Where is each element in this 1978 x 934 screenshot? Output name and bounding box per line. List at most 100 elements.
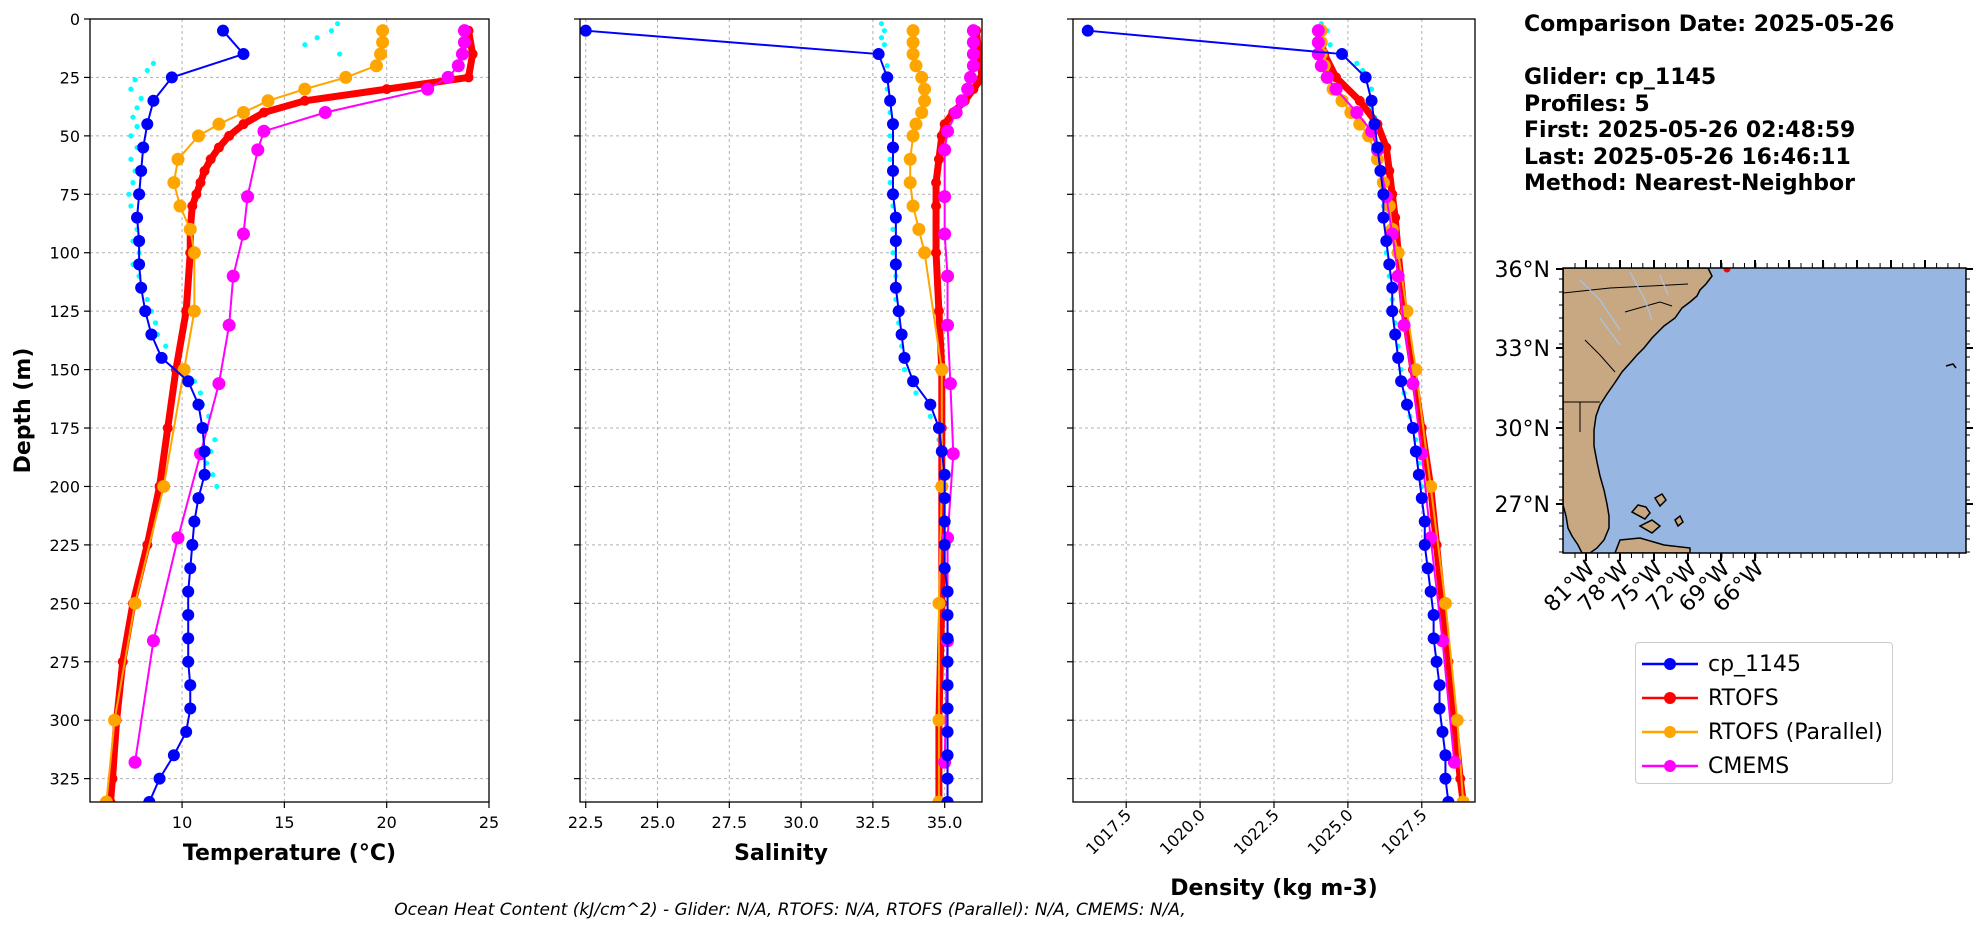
- data-point-cp-1145: [1439, 749, 1452, 762]
- data-point-rtofs: [213, 142, 224, 153]
- data-point-cp-1145: [1415, 492, 1428, 505]
- data-point-rtofs-parallel: [909, 59, 923, 73]
- data-point-rtofs-parallel: [1438, 596, 1452, 610]
- comparison-date: Comparison Date: 2025-05-26: [1524, 12, 1895, 37]
- data-point-cp-1145: [141, 118, 154, 131]
- data-point-cp-1145: [217, 24, 229, 37]
- x-tick-label: 35.0: [927, 813, 963, 832]
- data-point-cp-1145: [184, 679, 197, 692]
- data-point-cp-1145: [182, 585, 195, 598]
- lat-label: 27°N: [1495, 493, 1550, 518]
- data-point-cp-1145: [938, 515, 951, 528]
- glider-position-marker: [1723, 268, 1731, 273]
- series-line-cp-1145: [585, 29, 949, 802]
- data-point-rtofs-parallel: [157, 479, 171, 493]
- data-point-cp-1145-raw: [890, 226, 896, 232]
- first-profile-time: First: 2025-05-26 02:48:59: [1524, 118, 1856, 143]
- data-point-cp-1145-raw: [334, 21, 341, 27]
- data-point-cp-1145: [147, 94, 160, 107]
- data-point-rtofs: [931, 200, 942, 211]
- x-tick-label: 20: [377, 813, 397, 832]
- data-point-rtofs-parallel: [187, 304, 201, 318]
- data-point-cp-1145-raw: [214, 483, 220, 490]
- data-point-cp-1145: [135, 281, 148, 294]
- data-point-cmems: [966, 59, 980, 73]
- data-point-cp-1145-raw: [126, 191, 132, 197]
- data-point-rtofs: [381, 84, 392, 95]
- data-point-cp-1145: [1401, 398, 1414, 411]
- data-point-cp-1145: [941, 749, 954, 762]
- data-point-cmems: [1311, 35, 1325, 49]
- data-point-cp-1145: [167, 749, 180, 762]
- series-rtofs: [1313, 25, 1469, 802]
- data-point-cp-1145: [938, 468, 951, 481]
- data-point-cmems: [251, 143, 265, 157]
- data-point-rtofs: [162, 423, 173, 434]
- data-point-cp-1145: [941, 632, 954, 645]
- data-point-rtofs-parallel: [932, 713, 946, 727]
- data-point-rtofs-parallel: [128, 596, 142, 610]
- data-point-cmems: [421, 82, 435, 96]
- panel-salinity: 22.5 25.0 27.5 30.0 32.5 35.0 Salinity: [568, 18, 983, 866]
- data-point-rtofs: [187, 200, 198, 211]
- legend-label-rtofs-parallel: RTOFS (Parallel): [1708, 719, 1883, 745]
- data-point-rtofs-parallel: [935, 479, 949, 493]
- data-point-rtofs-parallel: [99, 795, 113, 802]
- data-point-cp-1145: [133, 235, 146, 248]
- y-tick-label: 50: [60, 127, 80, 146]
- data-point-cp-1145: [1430, 655, 1443, 668]
- data-point-cp-1145-raw: [328, 28, 335, 34]
- x-tick-label: 25.0: [640, 813, 676, 832]
- map-rivers: [1579, 271, 1669, 346]
- map-land: [1563, 268, 1713, 553]
- data-point-cp-1145: [1365, 94, 1378, 107]
- data-point-cmems: [1329, 82, 1343, 96]
- data-point-cp-1145: [133, 258, 146, 271]
- data-point-cp-1145: [924, 398, 937, 411]
- data-point-rtofs-parallel: [177, 363, 191, 377]
- data-point-rtofs: [191, 189, 202, 200]
- data-point-cp-1145: [198, 468, 211, 481]
- data-point-cmems: [941, 269, 955, 283]
- data-point-cmems: [941, 318, 955, 332]
- data-point-cp-1145-raw: [130, 180, 136, 186]
- plot-area: [99, 21, 478, 802]
- data-point-cmems: [949, 105, 963, 119]
- glider-name: Glider: cp_1145: [1524, 65, 1717, 90]
- data-point-cp-1145: [1386, 305, 1399, 318]
- data-point-rtofs-parallel: [906, 24, 920, 38]
- data-point-cp-1145: [1409, 445, 1422, 458]
- data-point-cp-1145: [886, 141, 899, 154]
- profile-count: Profiles: 5: [1524, 91, 1650, 117]
- data-point-rtofs: [467, 49, 478, 60]
- data-point-cp-1145: [886, 164, 899, 177]
- data-point-cp-1145-raw: [197, 390, 204, 396]
- y-tick-label: 100: [49, 244, 80, 263]
- data-point-cp-1145: [1386, 281, 1399, 294]
- series-cp-1145: [1081, 24, 1455, 802]
- data-point-cp-1145: [182, 655, 195, 668]
- data-point-rtofs: [931, 247, 942, 258]
- data-point-rtofs-parallel: [212, 117, 226, 131]
- data-point-rtofs: [1384, 165, 1395, 176]
- data-point-cp-1145-raw: [152, 320, 159, 326]
- data-point-cp-1145: [1374, 164, 1387, 177]
- axes-frame: [579, 18, 983, 803]
- series-rtofs-parallel: [99, 24, 390, 802]
- legend-item-glider: cp_1145: [1642, 647, 1892, 681]
- data-point-cp-1145: [1439, 772, 1452, 785]
- y-axis-label: Depth (m): [11, 348, 36, 474]
- data-point-rtofs-parallel: [918, 246, 932, 260]
- data-point-cp-1145: [192, 492, 205, 505]
- data-point-cp-1145: [1389, 328, 1402, 341]
- data-point-cp-1145-raw: [927, 413, 933, 419]
- data-point-cp-1145-raw: [887, 156, 893, 162]
- data-point-rtofs-parallel: [906, 35, 920, 49]
- y-tick-label: 325: [49, 770, 80, 789]
- data-point-cp-1145: [139, 305, 152, 318]
- x-tick-label: 1022.5: [1230, 805, 1283, 858]
- data-point-cp-1145-raw: [881, 42, 887, 48]
- data-point-cp-1145-raw: [210, 472, 216, 478]
- legend-label-rtofs: RTOFS: [1708, 685, 1779, 711]
